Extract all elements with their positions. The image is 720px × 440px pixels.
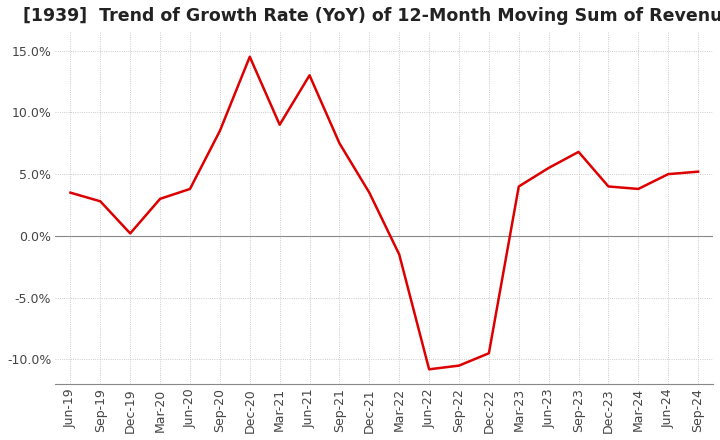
- Title: [1939]  Trend of Growth Rate (YoY) of 12-Month Moving Sum of Revenues: [1939] Trend of Growth Rate (YoY) of 12-…: [23, 7, 720, 25]
